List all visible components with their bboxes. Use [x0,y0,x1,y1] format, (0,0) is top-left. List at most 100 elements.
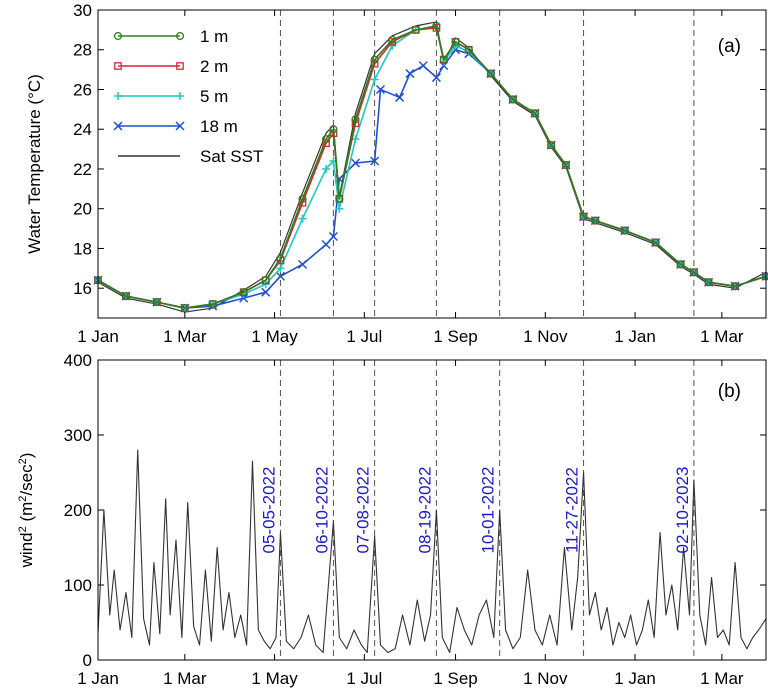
event-date-label: 02-10-2023 [673,467,692,554]
data-point [275,271,285,281]
panel-a-series [93,21,768,313]
data-point [432,21,441,30]
panel-b-y-ticks: 0 100 200 300 400 [64,351,766,670]
data-point [370,156,380,166]
legend-marker [175,121,185,131]
panel-b-y-label-sup3: 2 [17,458,29,464]
data-point [321,239,331,250]
legend-marker [114,92,122,100]
panel-a-y-ticks: 16 18 20 22 24 26 28 30 [73,1,766,298]
data-point [370,75,379,84]
series-line-sat-sst [97,21,767,313]
y-tick-label: 20 [73,200,92,219]
y-tick-label: 18 [73,239,92,258]
x-tick-label: 1 Jul [346,669,382,688]
data-point [561,160,570,170]
y-tick-label: 200 [64,501,92,520]
event-date-label: 05-05-2022 [259,467,278,554]
series-line-2-m [97,27,767,309]
data-point [335,194,344,203]
data-point [276,254,285,263]
y-tick-label: 28 [73,41,92,60]
data-point [322,164,331,173]
panel-b-y-label-mid2: /sec [17,464,36,496]
data-point [464,45,473,54]
panel-b-y-axis-label: wind2 (m2/sec2) [17,453,36,569]
data-point [676,260,685,269]
legend-marker [175,31,185,41]
panel-b-label: (b) [718,381,741,402]
legend-marker [176,92,184,100]
legend-label: Sat SST [200,147,263,166]
x-tick-label: 1 Jan [614,327,656,346]
event-date-label: 08-19-2022 [415,467,434,554]
x-tick-label: 1 Sep [433,669,477,688]
legend-label: 1 m [200,27,228,46]
data-point [418,61,428,71]
data-point [508,95,517,104]
panel-b-event-lines [279,360,695,660]
data-point [388,35,397,44]
data-point [704,278,713,287]
data-point [451,37,460,46]
data-point [620,226,629,235]
x-tick-label: 1 Jan [77,327,119,346]
y-tick-label: 16 [73,279,92,298]
panel-a-label: (a) [718,36,741,57]
data-point [411,25,420,34]
x-tick-label: 1 Mar [700,669,744,688]
data-point [395,92,405,102]
data-point [261,276,270,285]
y-tick-label: 22 [73,160,92,179]
x-tick-label: 1 Jan [77,669,119,688]
x-tick-label: 1 May [251,669,298,688]
data-point [350,158,361,168]
y-tick-label: 0 [83,651,92,670]
data-point [121,292,131,301]
data-point [152,298,161,307]
data-point [579,212,588,221]
wind-series-line [97,449,767,654]
data-point [431,73,441,83]
x-tick-label: 1 Nov [523,669,568,688]
panel-a-legend: 1 m 2 m 5 m 18 m Sat SST [113,27,263,166]
legend-marker [113,31,123,41]
legend-marker [114,62,122,70]
data-point [297,259,308,269]
x-tick-label: 1 Mar [163,669,207,688]
data-point [208,300,217,309]
data-point [276,264,285,273]
legend-marker [176,62,184,70]
data-point [239,288,248,297]
y-tick-label: 300 [64,426,92,445]
data-point [731,282,740,291]
x-tick-label: 1 Mar [163,327,207,346]
panel-a-x-ticks: 1 Jan 1 Mar 1 May 1 Jul 1 Sep 1 Nov 1 Jan 1 Mar [77,10,744,346]
data-point [328,231,338,242]
x-tick-label: 1 Mar [700,327,744,346]
y-tick-label: 400 [64,351,92,370]
data-point [298,194,307,203]
data-point [351,115,360,124]
series-line-5-m [97,27,767,309]
x-tick-label: 1 Jan [614,669,656,688]
y-tick-label: 30 [73,1,92,20]
panel-b-y-label-main: wind [17,532,36,568]
data-point [591,216,600,225]
panel-b-y-label-end: ) [17,453,36,459]
data-point [405,69,415,79]
event-date-label: 07-08-2022 [354,467,373,554]
data-point [547,141,556,150]
x-tick-label: 1 May [251,327,298,346]
data-point [298,214,307,223]
data-point [180,304,189,313]
panel-a-y-axis-label: Water Temperature (°C) [25,74,44,254]
data-point [322,135,331,144]
panel-a-frame [97,9,767,319]
data-point [375,84,386,95]
event-date-label: 11-27-2022 [563,467,582,553]
series-line-1-m [97,25,767,309]
legend-label: 5 m [200,87,228,106]
